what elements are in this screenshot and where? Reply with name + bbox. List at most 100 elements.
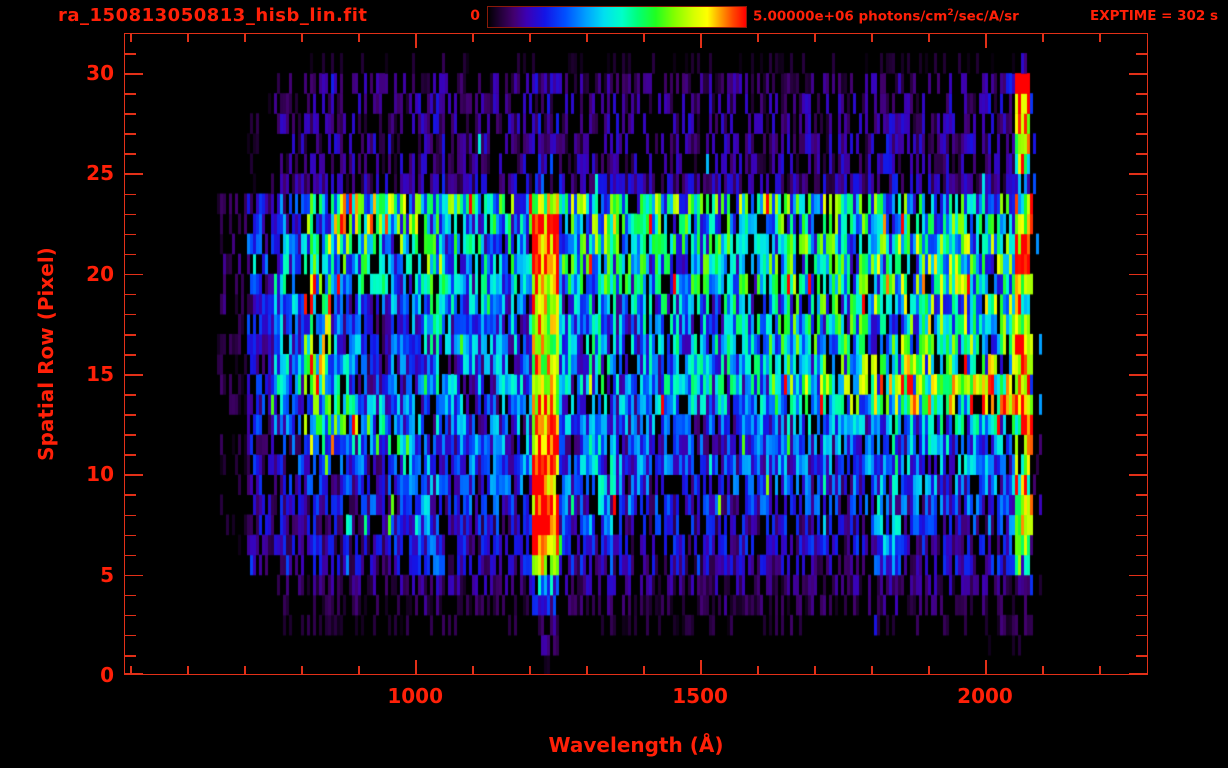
y-minor-tick (1136, 193, 1148, 196)
y-minor-tick (1136, 53, 1148, 55)
y-major-tick (124, 474, 143, 476)
exptime-label: EXPTIME = 302 s (1090, 8, 1219, 24)
x-minor-tick (529, 666, 531, 675)
x-minor-tick (814, 666, 816, 675)
y-minor-tick (124, 233, 136, 236)
x-major-tick (700, 33, 702, 48)
y-minor-tick (124, 313, 136, 316)
y-major-tick (1129, 474, 1148, 476)
y-minor-tick (1136, 93, 1148, 95)
y-minor-tick (124, 654, 136, 657)
colorbar-max-label: 5.00000e+06 photons/cm2/sec/A/sr (753, 8, 1019, 25)
y-minor-tick (124, 414, 136, 416)
x-minor-tick (358, 666, 360, 675)
x-minor-tick (586, 666, 588, 675)
y-minor-tick (1136, 534, 1148, 537)
x-major-tick (985, 660, 987, 675)
x-tick-label-2000: 2000 (957, 684, 1013, 708)
x-minor-tick (643, 33, 645, 42)
y-minor-tick (124, 93, 136, 95)
y-minor-tick (1136, 634, 1148, 637)
x-axis-title: Wavelength (Å) (548, 733, 724, 757)
y-minor-tick (1136, 313, 1148, 316)
x-minor-tick (472, 33, 474, 42)
colorbar-min-label: 0 (470, 8, 480, 24)
y-minor-tick (124, 53, 136, 55)
x-minor-tick (1098, 33, 1101, 42)
x-minor-tick (928, 33, 930, 42)
y-major-tick (1129, 273, 1148, 276)
y-minor-tick (124, 113, 136, 115)
x-minor-tick (586, 33, 588, 42)
y-minor-tick (124, 293, 136, 296)
y-minor-tick (124, 594, 136, 597)
x-minor-tick (130, 666, 132, 675)
y-minor-tick (1136, 614, 1148, 617)
y-minor-tick (1136, 554, 1148, 557)
y-minor-tick (124, 634, 136, 637)
y-minor-tick (124, 193, 136, 196)
colorbar-units: /sec/A/sr (953, 8, 1019, 25)
x-minor-tick (871, 33, 873, 42)
y-minor-tick (1136, 333, 1148, 336)
y-tick-label-25: 25 (86, 161, 114, 186)
y-major-tick (124, 273, 143, 276)
x-minor-tick (871, 666, 873, 675)
y-tick-label-20: 20 (86, 261, 114, 286)
x-major-tick (700, 660, 702, 675)
colorbar-max-value: 5.00000e+06 photons/cm (753, 8, 948, 25)
x-minor-tick (757, 666, 759, 675)
y-minor-tick (1136, 253, 1148, 256)
y-minor-tick (124, 333, 136, 336)
x-major-tick (985, 33, 987, 48)
y-minor-tick (124, 534, 136, 537)
y-minor-tick (124, 514, 136, 517)
y-minor-tick (1136, 494, 1148, 497)
y-minor-tick (1136, 414, 1148, 416)
x-minor-tick (301, 33, 303, 42)
y-minor-tick (124, 133, 136, 135)
x-minor-tick (814, 33, 816, 42)
y-tick-label-5: 5 (100, 562, 114, 587)
y-minor-tick (124, 354, 136, 356)
x-tick-label-1500: 1500 (672, 684, 728, 708)
y-tick-label-10: 10 (86, 462, 114, 487)
x-minor-tick (1042, 33, 1044, 42)
y-minor-tick (1136, 354, 1148, 356)
y-minor-tick (124, 213, 136, 216)
y-minor-tick (1136, 293, 1148, 296)
y-minor-tick (1136, 594, 1148, 597)
x-minor-tick (244, 666, 246, 675)
y-tick-label-15: 15 (86, 362, 114, 387)
colorbar-gradient (487, 6, 747, 28)
x-minor-tick (529, 33, 531, 42)
y-minor-tick (124, 494, 136, 497)
y-minor-tick (124, 253, 136, 256)
y-major-tick (1129, 73, 1148, 75)
x-minor-tick (757, 33, 759, 42)
x-minor-tick (643, 666, 645, 675)
x-major-tick (415, 660, 417, 675)
x-minor-tick (1042, 666, 1044, 675)
x-minor-tick (358, 33, 360, 42)
x-minor-tick (187, 33, 189, 42)
y-minor-tick (1136, 113, 1148, 115)
y-minor-tick (124, 554, 136, 557)
y-minor-tick (1136, 654, 1148, 657)
x-tick-label-1000: 1000 (387, 684, 444, 708)
y-minor-tick (124, 614, 136, 617)
y-minor-tick (124, 454, 136, 456)
x-major-tick (415, 33, 417, 48)
y-minor-tick (1136, 434, 1148, 436)
y-major-tick (1129, 673, 1148, 675)
y-minor-tick (1136, 133, 1148, 135)
y-minor-tick (1136, 153, 1148, 155)
x-minor-tick (301, 666, 303, 675)
x-minor-tick (187, 666, 189, 675)
y-tick-label-0: 0 (100, 663, 114, 687)
y-major-tick (124, 173, 143, 176)
y-minor-tick (1136, 213, 1148, 216)
y-major-tick (124, 73, 143, 75)
y-major-tick (124, 673, 143, 675)
